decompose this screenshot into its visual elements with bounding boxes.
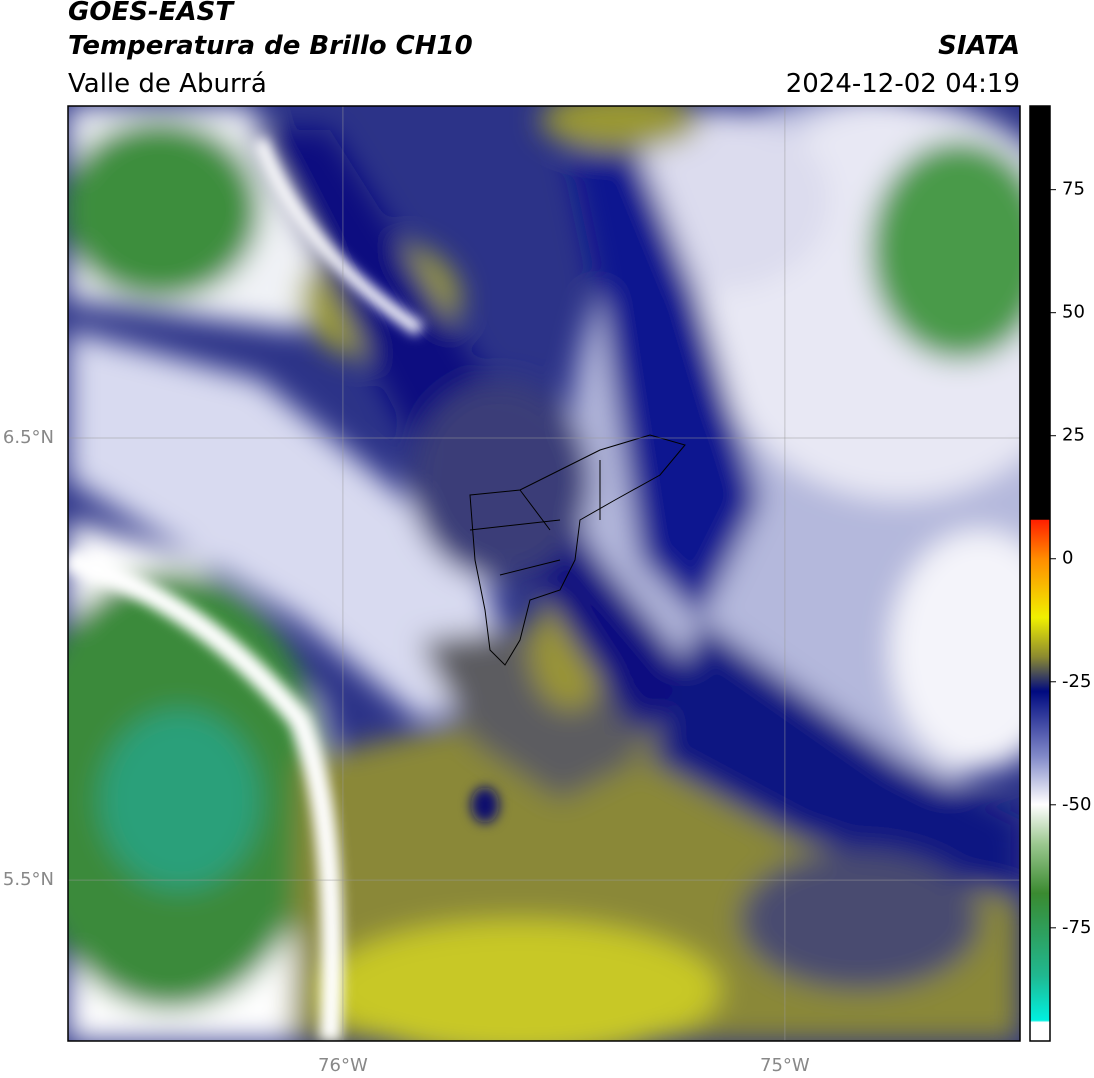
colorbar-tick-label: 75 — [1062, 179, 1085, 200]
colorbar-tick-label: 0 — [1062, 548, 1073, 569]
lon-tick-label: 76°W — [318, 1055, 368, 1076]
lon-tick-label: 75°W — [760, 1055, 810, 1076]
title: GOES-EAST — [68, 0, 235, 27]
lat-tick-label: 6.5°N — [3, 427, 54, 448]
lat-tick-label: 5.5°N — [3, 869, 54, 890]
map-frame — [67, 105, 1021, 1042]
timestamp: 2024-12-02 04:19 — [786, 69, 1020, 99]
subtitle: Temperatura de Brillo CH10 — [68, 31, 473, 61]
colorbar-tick-label: -75 — [1062, 917, 1091, 938]
colorbar-tick-label: 25 — [1062, 425, 1085, 446]
colorbar-tick-label: -50 — [1062, 794, 1091, 815]
colorbar-tick-label: 50 — [1062, 302, 1085, 323]
colorbar-tick-label: -25 — [1062, 671, 1091, 692]
colorbar — [1029, 105, 1051, 1042]
region: Valle de Aburrá — [68, 69, 267, 99]
satellite-image — [68, 106, 1020, 1041]
source: SIATA — [938, 31, 1020, 61]
